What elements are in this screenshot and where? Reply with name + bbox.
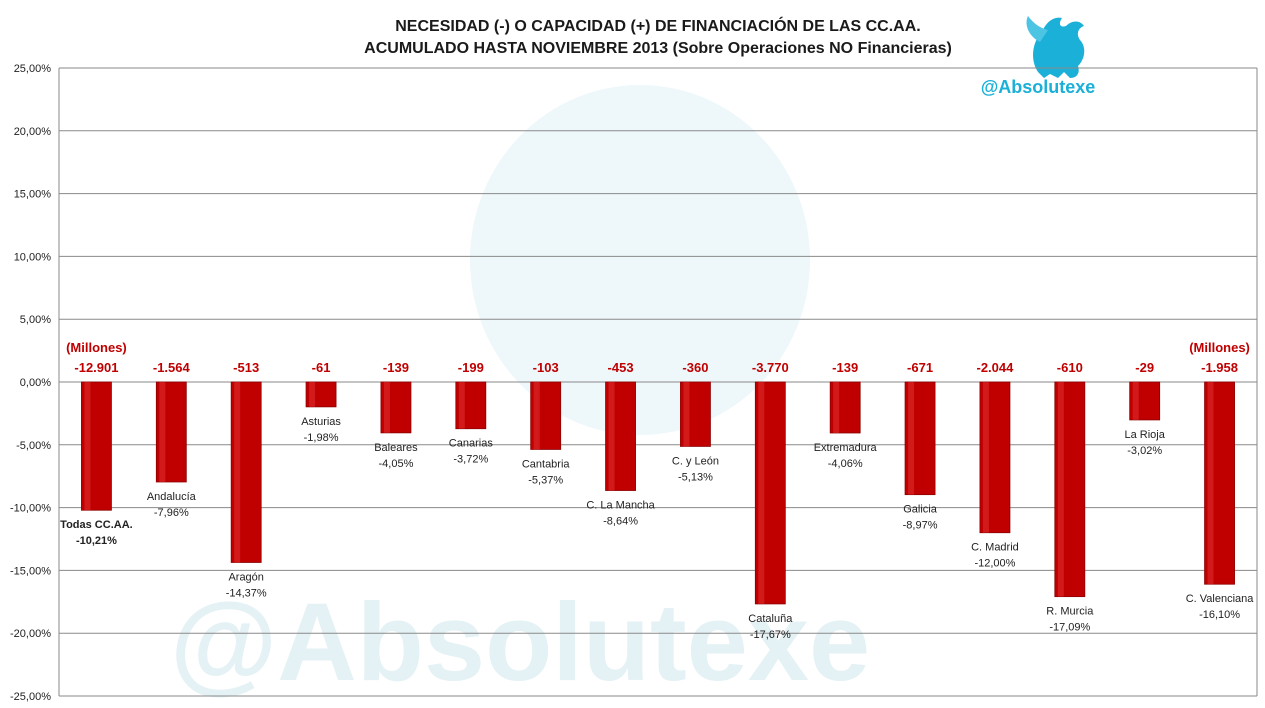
bar-highlight — [84, 382, 91, 511]
category-label: Canarias — [449, 438, 494, 450]
bar-highlight — [234, 382, 241, 563]
bar-highlight — [833, 382, 840, 433]
category-label: R. Murcia — [1046, 606, 1094, 618]
bar-highlight — [383, 382, 390, 433]
percent-label: -1,98% — [304, 432, 339, 444]
bar-highlight — [1132, 382, 1139, 420]
category-label: Cantabria — [522, 458, 571, 470]
category-label: Cataluña — [748, 613, 793, 625]
millions-label: -199 — [458, 360, 484, 375]
watermark-emblem — [470, 85, 810, 435]
watermark-handle: @Absolutexe — [981, 77, 1096, 97]
millions-label: -453 — [608, 360, 634, 375]
griffin-logo-icon — [1026, 16, 1085, 78]
percent-label: -8,97% — [903, 520, 938, 532]
bar-highlight — [908, 382, 915, 495]
percent-label: -14,37% — [226, 587, 267, 599]
bar-highlight — [1207, 382, 1214, 585]
percent-label: -8,64% — [603, 516, 638, 528]
percent-label: -10,21% — [76, 535, 117, 547]
percent-label: -3,72% — [453, 454, 488, 466]
y-tick-label: 20,00% — [14, 126, 52, 138]
background-watermark: @Absolutexe — [170, 85, 870, 704]
bar-highlight — [533, 382, 540, 450]
category-label: C. Valenciana — [1186, 593, 1255, 605]
category-label: Aragón — [228, 571, 263, 583]
chart-title-line-1: NECESIDAD (-) O CAPACIDAD (+) DE FINANCI… — [395, 16, 920, 35]
category-label: Baleares — [374, 442, 418, 454]
category-label: C. y León — [672, 455, 719, 467]
millions-label: -103 — [533, 360, 559, 375]
millions-label: -513 — [233, 360, 259, 375]
y-tick-label: 10,00% — [14, 251, 52, 263]
y-axis-tick-labels: 25,00% 20,00% 15,00% 10,00% 5,00% 0,00% -5,00%… — [10, 63, 51, 703]
y-tick-label: -25,00% — [10, 691, 51, 703]
percent-label: -4,06% — [828, 458, 863, 470]
millions-label: -1.958 — [1201, 360, 1238, 375]
percent-label: -12,00% — [974, 558, 1015, 570]
millions-label: -12.901 — [74, 360, 118, 375]
category-label: Galicia — [903, 504, 938, 516]
millions-label: -671 — [907, 360, 933, 375]
chart-title-line-2: ACUMULADO HASTA NOVIEMBRE 2013 (Sobre Op… — [364, 40, 952, 57]
bar-highlight — [683, 382, 690, 447]
category-label: Todas CC.AA. — [60, 519, 133, 531]
bar-highlight — [608, 382, 615, 491]
category-label: Asturias — [301, 416, 341, 428]
bar-highlight — [309, 382, 316, 407]
category-label: Andalucía — [147, 491, 197, 503]
percent-label: -7,96% — [154, 507, 189, 519]
bar-highlight — [458, 382, 465, 429]
bars — [81, 381, 1235, 605]
y-tick-label: 25,00% — [14, 63, 52, 75]
bar-highlight — [1057, 382, 1064, 597]
millions-label: -1.564 — [153, 360, 191, 375]
y-tick-label: 15,00% — [14, 189, 52, 201]
percent-label: -16,10% — [1199, 609, 1240, 621]
millions-label: -139 — [832, 360, 858, 375]
percent-label: -5,13% — [678, 471, 713, 483]
y-tick-label: -20,00% — [10, 628, 51, 640]
category-label: C. Madrid — [971, 542, 1019, 554]
millions-label: -3.770 — [752, 360, 789, 375]
unit-label: (Millones) — [66, 340, 127, 355]
category-label: C. La Mancha — [586, 500, 655, 512]
category-label: Extremadura — [814, 442, 878, 454]
watermark-big-text: @Absolutexe — [170, 581, 870, 704]
y-tick-label: 0,00% — [20, 377, 51, 389]
category-label: La Rioja — [1125, 429, 1166, 441]
millions-label: -139 — [383, 360, 409, 375]
percent-label: -4,05% — [379, 458, 414, 470]
millions-label: -61 — [312, 360, 331, 375]
percent-label: -17,09% — [1049, 622, 1090, 634]
percent-label: -17,67% — [750, 629, 791, 641]
millions-label: -360 — [682, 360, 708, 375]
unit-label: (Millones) — [1189, 340, 1250, 355]
millions-label: -610 — [1057, 360, 1083, 375]
bar-highlight — [758, 382, 765, 604]
y-tick-label: -15,00% — [10, 565, 51, 577]
percent-label: -5,37% — [528, 474, 563, 486]
y-tick-label: -10,00% — [10, 503, 51, 515]
millions-label: -2.044 — [977, 360, 1015, 375]
percent-label: -3,02% — [1127, 445, 1162, 457]
y-tick-label: -5,00% — [16, 440, 51, 452]
bar-labels: -12.901 Todas CC.AA. -10,21% -1.564 Andalucí… — [60, 340, 1254, 641]
y-tick-label: 5,00% — [20, 314, 51, 326]
bar-highlight — [159, 382, 166, 482]
millions-label: -29 — [1135, 360, 1154, 375]
bar-highlight — [982, 382, 989, 533]
